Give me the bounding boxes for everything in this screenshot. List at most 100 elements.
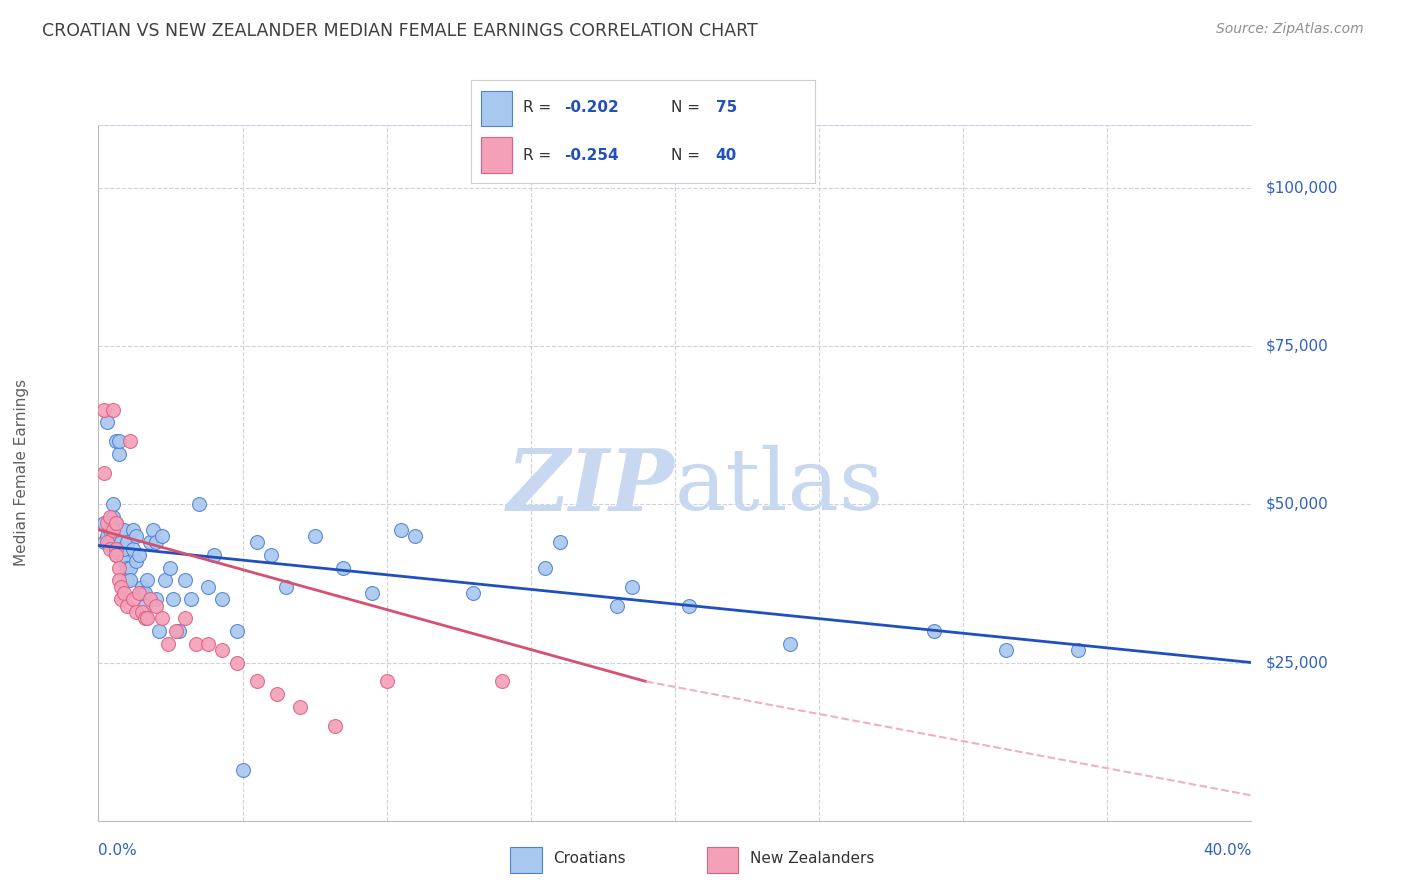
Point (93, 402, 115, 417)
Point (117, 599, 138, 613)
Point (461, 586, 484, 600)
Point (606, 599, 628, 613)
Text: 0.0%: 0.0% (98, 843, 138, 858)
Point (136, 611, 159, 625)
Point (96, 415, 118, 429)
Point (93, 466, 115, 480)
Point (162, 592, 184, 607)
Text: Median Female Earnings: Median Female Earnings (14, 379, 28, 566)
Point (104, 434, 127, 449)
Point (150, 529, 173, 543)
Point (117, 535, 138, 549)
Point (139, 535, 162, 549)
Point (104, 548, 127, 562)
Point (211, 643, 233, 657)
Point (101, 523, 124, 537)
Point (323, 719, 346, 733)
Point (1067, 643, 1090, 657)
Text: $100,000: $100,000 (1265, 181, 1337, 195)
Point (145, 599, 167, 613)
Point (134, 611, 156, 625)
Point (534, 560, 557, 574)
Point (107, 434, 129, 449)
Point (107, 574, 129, 588)
Point (332, 560, 354, 574)
Point (96, 516, 118, 531)
Point (110, 535, 132, 549)
Point (101, 541, 124, 556)
Point (202, 548, 225, 562)
Point (188, 497, 211, 511)
Point (148, 624, 170, 638)
Point (104, 535, 127, 549)
Point (125, 554, 148, 568)
Bar (481, 136, 512, 173)
Point (101, 497, 124, 511)
Point (110, 523, 132, 537)
Point (107, 560, 129, 574)
Point (125, 605, 148, 619)
Point (405, 529, 427, 543)
Point (145, 535, 167, 549)
Point (290, 699, 312, 714)
Text: $50,000: $50,000 (1265, 497, 1329, 512)
Point (128, 548, 150, 562)
Point (922, 624, 945, 638)
Point (225, 624, 247, 638)
Text: CROATIAN VS NEW ZEALANDER MEDIAN FEMALE EARNINGS CORRELATION CHART: CROATIAN VS NEW ZEALANDER MEDIAN FEMALE … (42, 22, 758, 40)
Point (197, 636, 219, 650)
Point (104, 516, 127, 531)
Point (225, 656, 247, 670)
Point (93, 516, 115, 531)
Point (678, 599, 700, 613)
Point (231, 763, 254, 777)
Point (110, 592, 132, 607)
Text: -0.254: -0.254 (564, 148, 619, 162)
Point (266, 687, 288, 701)
Text: R =: R = (523, 101, 555, 115)
Bar (510, 847, 541, 872)
Point (186, 636, 208, 650)
Point (104, 541, 127, 556)
Point (139, 592, 162, 607)
Point (122, 523, 145, 537)
Point (156, 636, 179, 650)
Point (98, 523, 121, 537)
Text: atlas: atlas (675, 445, 884, 528)
Point (120, 434, 142, 449)
Point (274, 580, 297, 594)
Point (304, 529, 326, 543)
Point (246, 535, 269, 549)
Point (112, 586, 135, 600)
Point (110, 541, 132, 556)
Point (117, 560, 138, 574)
Point (361, 586, 384, 600)
Point (136, 574, 159, 588)
Text: 40: 40 (716, 148, 737, 162)
Point (159, 560, 181, 574)
Point (93, 535, 115, 549)
Point (131, 586, 153, 600)
Bar (707, 847, 738, 872)
Point (112, 554, 135, 568)
Point (122, 592, 145, 607)
Point (389, 523, 412, 537)
Point (98, 535, 121, 549)
Point (107, 529, 129, 543)
Point (131, 605, 153, 619)
Point (128, 586, 150, 600)
Bar (481, 91, 512, 127)
Point (260, 548, 283, 562)
Point (174, 574, 197, 588)
Point (112, 541, 135, 556)
Text: 40.0%: 40.0% (1204, 843, 1251, 858)
Point (246, 674, 269, 689)
Point (145, 592, 167, 607)
Point (101, 510, 124, 524)
Point (110, 548, 132, 562)
Point (131, 580, 153, 594)
Point (153, 574, 176, 588)
Text: R =: R = (523, 148, 555, 162)
Point (995, 643, 1018, 657)
Text: N =: N = (671, 148, 704, 162)
